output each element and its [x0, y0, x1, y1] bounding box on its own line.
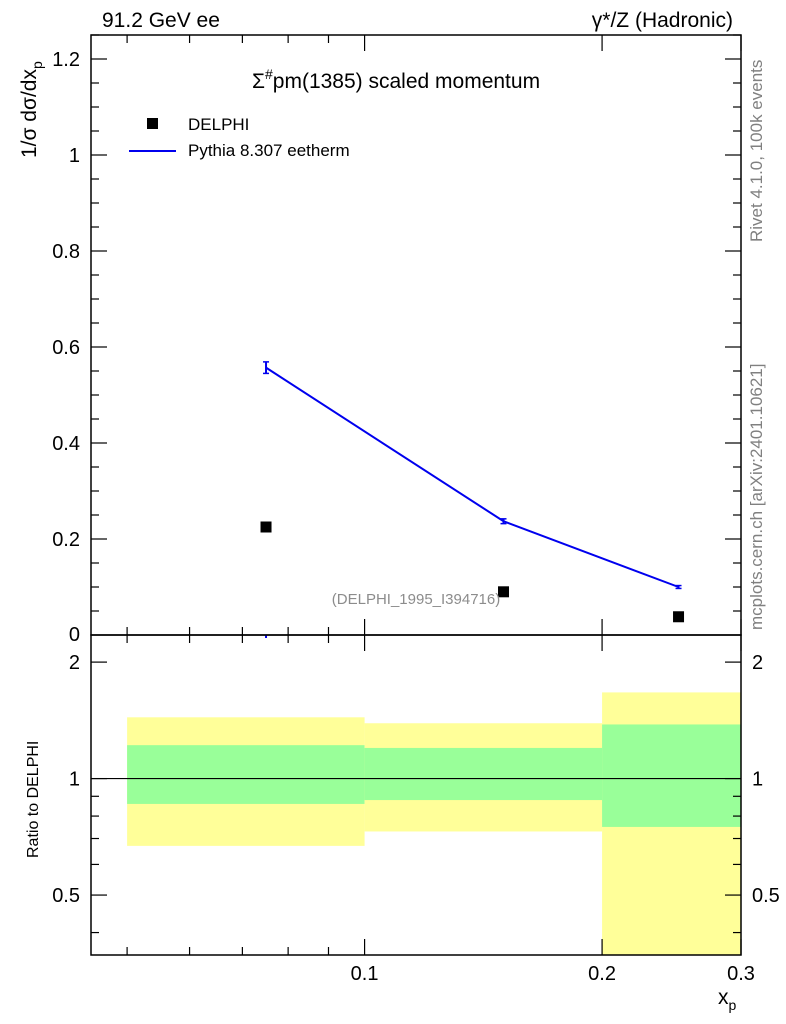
ratio-x-tick-labels: 0.1 0.2 0.3: [351, 963, 755, 985]
delphi-data-point: [260, 521, 272, 533]
ratio-green-band: [602, 724, 741, 827]
delphi-data-point: [498, 586, 510, 598]
ratio-y-tick-labels: 0.5 0.5 1 1 2 2: [52, 652, 780, 907]
main-y-tick-label: 1.2: [52, 49, 80, 71]
main-series: [260, 361, 685, 623]
delphi-data-point: [673, 611, 685, 623]
main-y-tick-label: 0.2: [52, 529, 80, 551]
ratio-y-tick-label-right: 1: [752, 769, 763, 791]
ratio-plot: 0.5 0.5 1 1 2 2 0.1 0.2 0.3 Ratio to DELPHI xp: [25, 634, 780, 1013]
x-tick-label: 0.3: [727, 963, 755, 985]
main-plot: 0.2 0.4 0.6 0.8 1 1.2 0 Σ#pm(1385) scaled mom…: [18, 34, 742, 646]
legend-label-delphi: DELPHI: [188, 115, 249, 134]
rivet-version-label: Rivet 4.1.0, 100k events: [747, 60, 766, 242]
chart-title: Σ#pm(1385) scaled momentum: [252, 66, 540, 93]
main-y-zero-label: 0: [69, 624, 80, 646]
analysis-reference-label: (DELPHI_1995_I394716): [332, 591, 500, 608]
x-axis-label: xp: [718, 986, 737, 1013]
x-tick-label: 0.1: [351, 963, 379, 985]
ratio-y-tick-label-left: 2: [69, 652, 80, 674]
header-energy-label: 91.2 GeV ee: [102, 9, 220, 32]
header-process-label: γ*/Z (Hadronic): [592, 9, 733, 32]
main-y-axis-label: 1/σ dσ/dxp: [18, 61, 45, 158]
ratio-y-axis-label: Ratio to DELPHI: [25, 741, 42, 858]
ratio-y-tick-label-right: 0.5: [752, 885, 780, 907]
ratio-y-tick-label-right: 2: [752, 652, 763, 674]
x-tick-label: 0.2: [588, 963, 616, 985]
ratio-uncertainty-bands: [127, 692, 741, 955]
main-y-tick-label: 0.8: [52, 241, 80, 263]
main-axis-ticks: [91, 34, 742, 635]
ratio-green-band: [127, 745, 365, 804]
legend: DELPHI Pythia 8.307 eetherm: [129, 115, 350, 160]
ratio-green-band: [364, 747, 603, 801]
pythia-series-line: [265, 366, 679, 588]
main-y-tick-label: 0.4: [52, 433, 80, 455]
legend-label-pythia: Pythia 8.307 eetherm: [188, 141, 350, 160]
main-y-tick-label: 1: [69, 145, 80, 167]
main-y-tick-label: 0.6: [52, 337, 80, 359]
ratio-plot-frame: [90, 634, 742, 956]
main-y-tick-labels: 0.2 0.4 0.6 0.8 1 1.2: [52, 49, 80, 551]
ratio-y-tick-label-left: 0.5: [52, 885, 80, 907]
ratio-y-tick-label-left: 1: [69, 769, 80, 791]
mcplots-reference-label: mcplots.cern.ch [arXiv:2401.10621]: [747, 364, 766, 630]
legend-marker-delphi: [147, 118, 158, 129]
